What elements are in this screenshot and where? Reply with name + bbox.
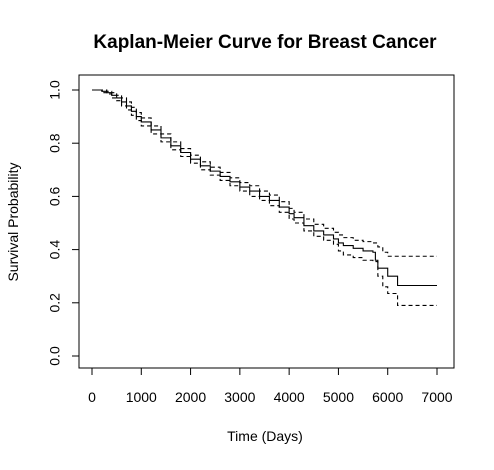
chart-title: Kaplan-Meier Curve for Breast Cancer [93, 32, 437, 53]
y-axis: 0.0 0.2 0.4 0.6 0.8 1.0 [47, 80, 80, 366]
x-tick-label: 1000 [126, 389, 157, 405]
plot-frame [78, 74, 455, 369]
upper-ci-line [92, 89, 437, 257]
x-tick-label: 2000 [175, 389, 206, 405]
y-tick-label: 0.6 [47, 186, 63, 206]
series-layer [92, 89, 437, 307]
y-tick-label: 0.8 [47, 133, 63, 153]
y-tick-label: 0.0 [47, 346, 63, 366]
x-tick-label: 3000 [224, 389, 255, 405]
x-tick-label: 6000 [372, 389, 403, 405]
x-tick-label: 4000 [274, 389, 305, 405]
x-tick-label: 7000 [421, 389, 452, 405]
x-tick-label: 5000 [323, 389, 354, 405]
x-tick-label: 0 [88, 389, 96, 405]
survival-curve-line [92, 89, 437, 287]
lower-ci-line [92, 89, 437, 307]
x-axis-label: Time (Days) [227, 428, 303, 444]
y-tick-label: 0.2 [47, 293, 63, 313]
y-axis-label: Survival Probability [5, 162, 21, 281]
y-tick-label: 1.0 [47, 80, 63, 100]
x-axis: 0 1000 2000 3000 4000 5000 6000 7000 [88, 367, 453, 405]
y-tick-label: 0.4 [47, 240, 63, 260]
